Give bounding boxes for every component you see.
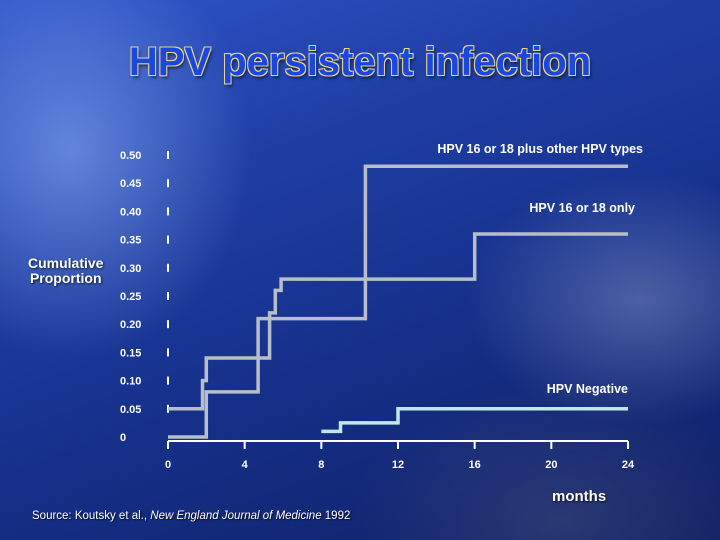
- y-tick-label: 0.30: [120, 263, 141, 275]
- y-tick-label: 0.15: [120, 347, 141, 359]
- series-line: [168, 232, 628, 411]
- x-tick-label: 12: [392, 459, 404, 471]
- x-tick-label: 16: [469, 459, 481, 471]
- y-axis-title-line2: Proportion: [29, 270, 102, 286]
- source-suffix: 1992: [321, 510, 351, 522]
- y-tick-label: 0.40: [120, 206, 141, 218]
- y-tick-label: 0.35: [120, 235, 141, 247]
- source-prefix: Source: Koutsky et al.,: [32, 510, 151, 522]
- y-axis-title-line1: Cumulative: [28, 255, 104, 271]
- series-label: HPV Negative: [547, 382, 628, 396]
- x-tick-label: 4: [242, 459, 249, 471]
- y-tick-label: 0.50: [120, 150, 141, 162]
- series-label: HPV 16 or 18 plus other HPV types: [437, 142, 643, 156]
- x-tick-label: 0: [165, 459, 171, 471]
- y-tick-label: 0.20: [120, 319, 141, 331]
- y-tick-label: 0.45: [120, 178, 141, 190]
- series-line: [168, 164, 628, 439]
- slide-title: HPV persistent infection: [128, 40, 592, 84]
- source-journal: New England Journal of Medicine: [150, 510, 322, 522]
- y-axis-title: Cumulative Proportion: [28, 256, 103, 286]
- series-label: HPV 16 or 18 only: [529, 201, 635, 215]
- x-tick-label: 8: [318, 459, 324, 471]
- source-citation: Source: Koutsky et al., New England Jour…: [32, 510, 350, 522]
- y-tick-label: 0.05: [120, 404, 141, 416]
- x-axis-title: months: [552, 488, 607, 505]
- y-tick-label: 0: [120, 432, 126, 444]
- series-line: [321, 407, 628, 434]
- y-tick-label: 0.25: [120, 291, 141, 303]
- y-tick-label: 0.10: [120, 376, 141, 388]
- x-tick-label: 24: [622, 459, 635, 471]
- x-tick-label: 20: [545, 459, 557, 471]
